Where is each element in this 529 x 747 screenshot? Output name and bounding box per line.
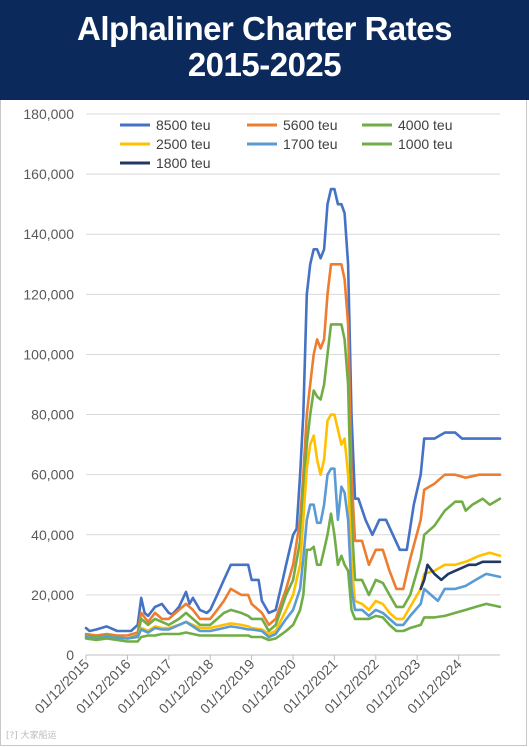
- y-tick-label: 0: [66, 647, 74, 663]
- legend-label: 5600 teu: [283, 117, 338, 133]
- y-tick-label: 120,000: [23, 286, 74, 302]
- series-line-1800-teu: [419, 560, 502, 591]
- chart-frame: [0, 100, 527, 746]
- series-line-8500-teu: [84, 187, 502, 633]
- y-tick-label: 40,000: [31, 527, 74, 543]
- y-tick-label: 100,000: [23, 346, 74, 362]
- legend: 8500 teu 5600 teu 4000 teu 2500 teu 1700 teu…: [120, 117, 453, 171]
- axes: 0 20,000 40,000 60,000 80,000 100,000 120,000 1…: [23, 106, 500, 717]
- series-line-1700-teu: [84, 467, 502, 640]
- series-line-1000-teu: [84, 512, 502, 643]
- legend-label: 1800 teu: [156, 155, 211, 171]
- y-tick-label: 180,000: [23, 106, 74, 122]
- y-tick-label: 160,000: [23, 166, 74, 182]
- legend-label: 1700 teu: [283, 136, 338, 152]
- chart-subtitle: 2015-2025: [187, 46, 342, 83]
- y-tick-label: 140,000: [23, 226, 74, 242]
- legend-label: 2500 teu: [156, 136, 211, 152]
- series-lines: [84, 187, 502, 643]
- chart-title-banner: Alphaliner Charter Rates 2015-2025: [0, 0, 529, 100]
- series-line-5600-teu: [84, 263, 502, 637]
- series-line-4000-teu: [84, 323, 502, 640]
- legend-label: 4000 teu: [398, 117, 453, 133]
- y-tick-label: 80,000: [31, 407, 74, 423]
- legend-label: 8500 teu: [156, 117, 211, 133]
- legend-label: 1000 teu: [398, 136, 453, 152]
- chart-title: Alphaliner Charter Rates: [77, 10, 452, 47]
- watermark: [?] 大家船运: [6, 731, 57, 741]
- y-tick-label: 60,000: [31, 467, 74, 483]
- series-line-2500-teu: [84, 413, 502, 640]
- y-tick-label: 20,000: [31, 587, 74, 603]
